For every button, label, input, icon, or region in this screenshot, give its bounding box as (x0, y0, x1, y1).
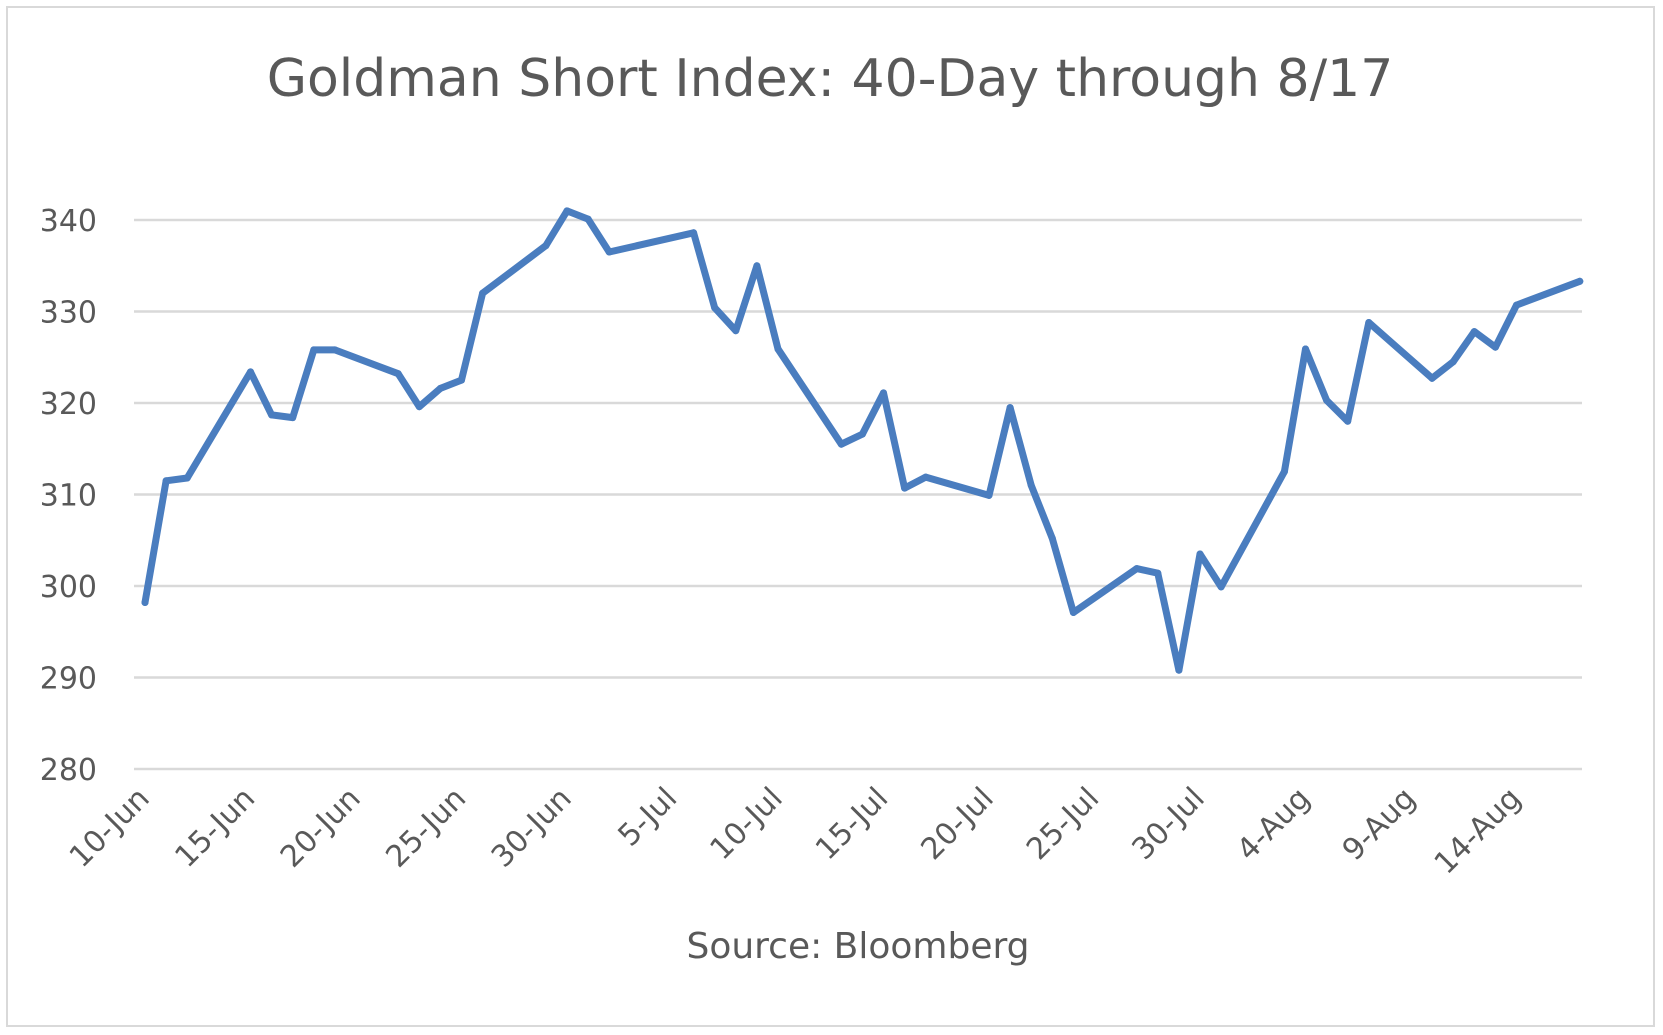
data-point (1217, 583, 1225, 591)
data-point (458, 376, 465, 384)
data-point (1513, 301, 1520, 309)
data-point (162, 477, 170, 485)
data-point (1069, 609, 1077, 616)
chart-frame (6, 6, 1655, 1027)
series-line (141, 207, 1584, 674)
x-tick-label: 20-Jul (914, 781, 1000, 867)
x-tick-label: 10-Jul (703, 781, 789, 867)
data-point (774, 345, 782, 353)
data-point (563, 207, 571, 215)
data-point (1280, 468, 1288, 476)
x-tick-label: 9-Aug (1336, 781, 1423, 868)
data-point (985, 491, 993, 499)
data-point (415, 403, 423, 411)
x-tick-label: 15-Jul (809, 781, 895, 867)
data-point (1491, 343, 1499, 351)
x-tick-label: 30-Jun (485, 781, 579, 875)
data-point (331, 346, 339, 354)
data-point (1175, 666, 1183, 674)
y-tick-label: 300 (40, 570, 97, 605)
data-point (1154, 569, 1162, 577)
gridlines (134, 218, 1582, 771)
data-point (479, 289, 487, 297)
data-point (1449, 358, 1457, 366)
data-point (183, 474, 191, 482)
y-tick-label: 290 (40, 662, 97, 697)
data-point (690, 229, 698, 237)
data-point (901, 484, 909, 492)
y-tick-label: 330 (40, 296, 97, 331)
data-point (753, 262, 761, 270)
data-point (922, 473, 930, 481)
data-point (605, 248, 613, 256)
data-point (732, 327, 740, 335)
data-point (436, 384, 444, 392)
x-tick-label: 5-Jul (611, 781, 684, 854)
data-point (1470, 328, 1478, 336)
data-point (1006, 404, 1014, 412)
y-tick-label: 310 (40, 479, 97, 514)
data-point (141, 599, 149, 606)
data-point (1048, 534, 1056, 542)
data-point (1576, 277, 1584, 285)
data-point (1027, 481, 1035, 489)
data-point (1302, 345, 1309, 353)
chart-title: Goldman Short Index: 40-Day through 8/17 (267, 49, 1394, 109)
x-axis-tick-labels: 10-Jun 15-Jun 20-Jun 25-Jun 30-Jun 5-Jul 10-Ju… (63, 781, 1528, 881)
x-tick-label: 25-Jun (379, 781, 473, 875)
data-point (858, 430, 866, 438)
data-point (289, 414, 297, 422)
x-tick-label: 20-Jun (274, 781, 368, 875)
data-point (1428, 374, 1436, 382)
data-point (394, 370, 402, 378)
x-axis-label: Source: Bloomberg (686, 926, 1029, 967)
x-tick-label: 14-Aug (1428, 781, 1528, 881)
data-point (1344, 417, 1352, 425)
x-tick-label: 4-Aug (1230, 781, 1317, 868)
y-axis-tick-labels: 280 290 300 310 320 330 340 (40, 204, 97, 788)
x-tick-label: 25-Jul (1020, 781, 1106, 867)
y-tick-label: 340 (40, 204, 97, 239)
series-layer (141, 207, 1584, 674)
data-point (1196, 550, 1204, 558)
data-point (1365, 319, 1373, 326)
data-point (1323, 396, 1331, 404)
y-tick-label: 280 (40, 753, 97, 788)
data-point (542, 242, 550, 250)
data-point (880, 389, 887, 397)
data-point (1133, 565, 1141, 573)
data-point (584, 215, 592, 223)
x-tick-label: 15-Jun (168, 781, 262, 875)
y-tick-label: 320 (40, 387, 97, 422)
data-point (310, 346, 318, 354)
x-tick-label: 10-Jun (63, 781, 157, 875)
data-point (711, 304, 719, 312)
data-point (247, 368, 254, 376)
x-tick-label: 30-Jul (1125, 781, 1211, 867)
data-point (837, 440, 845, 448)
data-point (268, 411, 276, 419)
